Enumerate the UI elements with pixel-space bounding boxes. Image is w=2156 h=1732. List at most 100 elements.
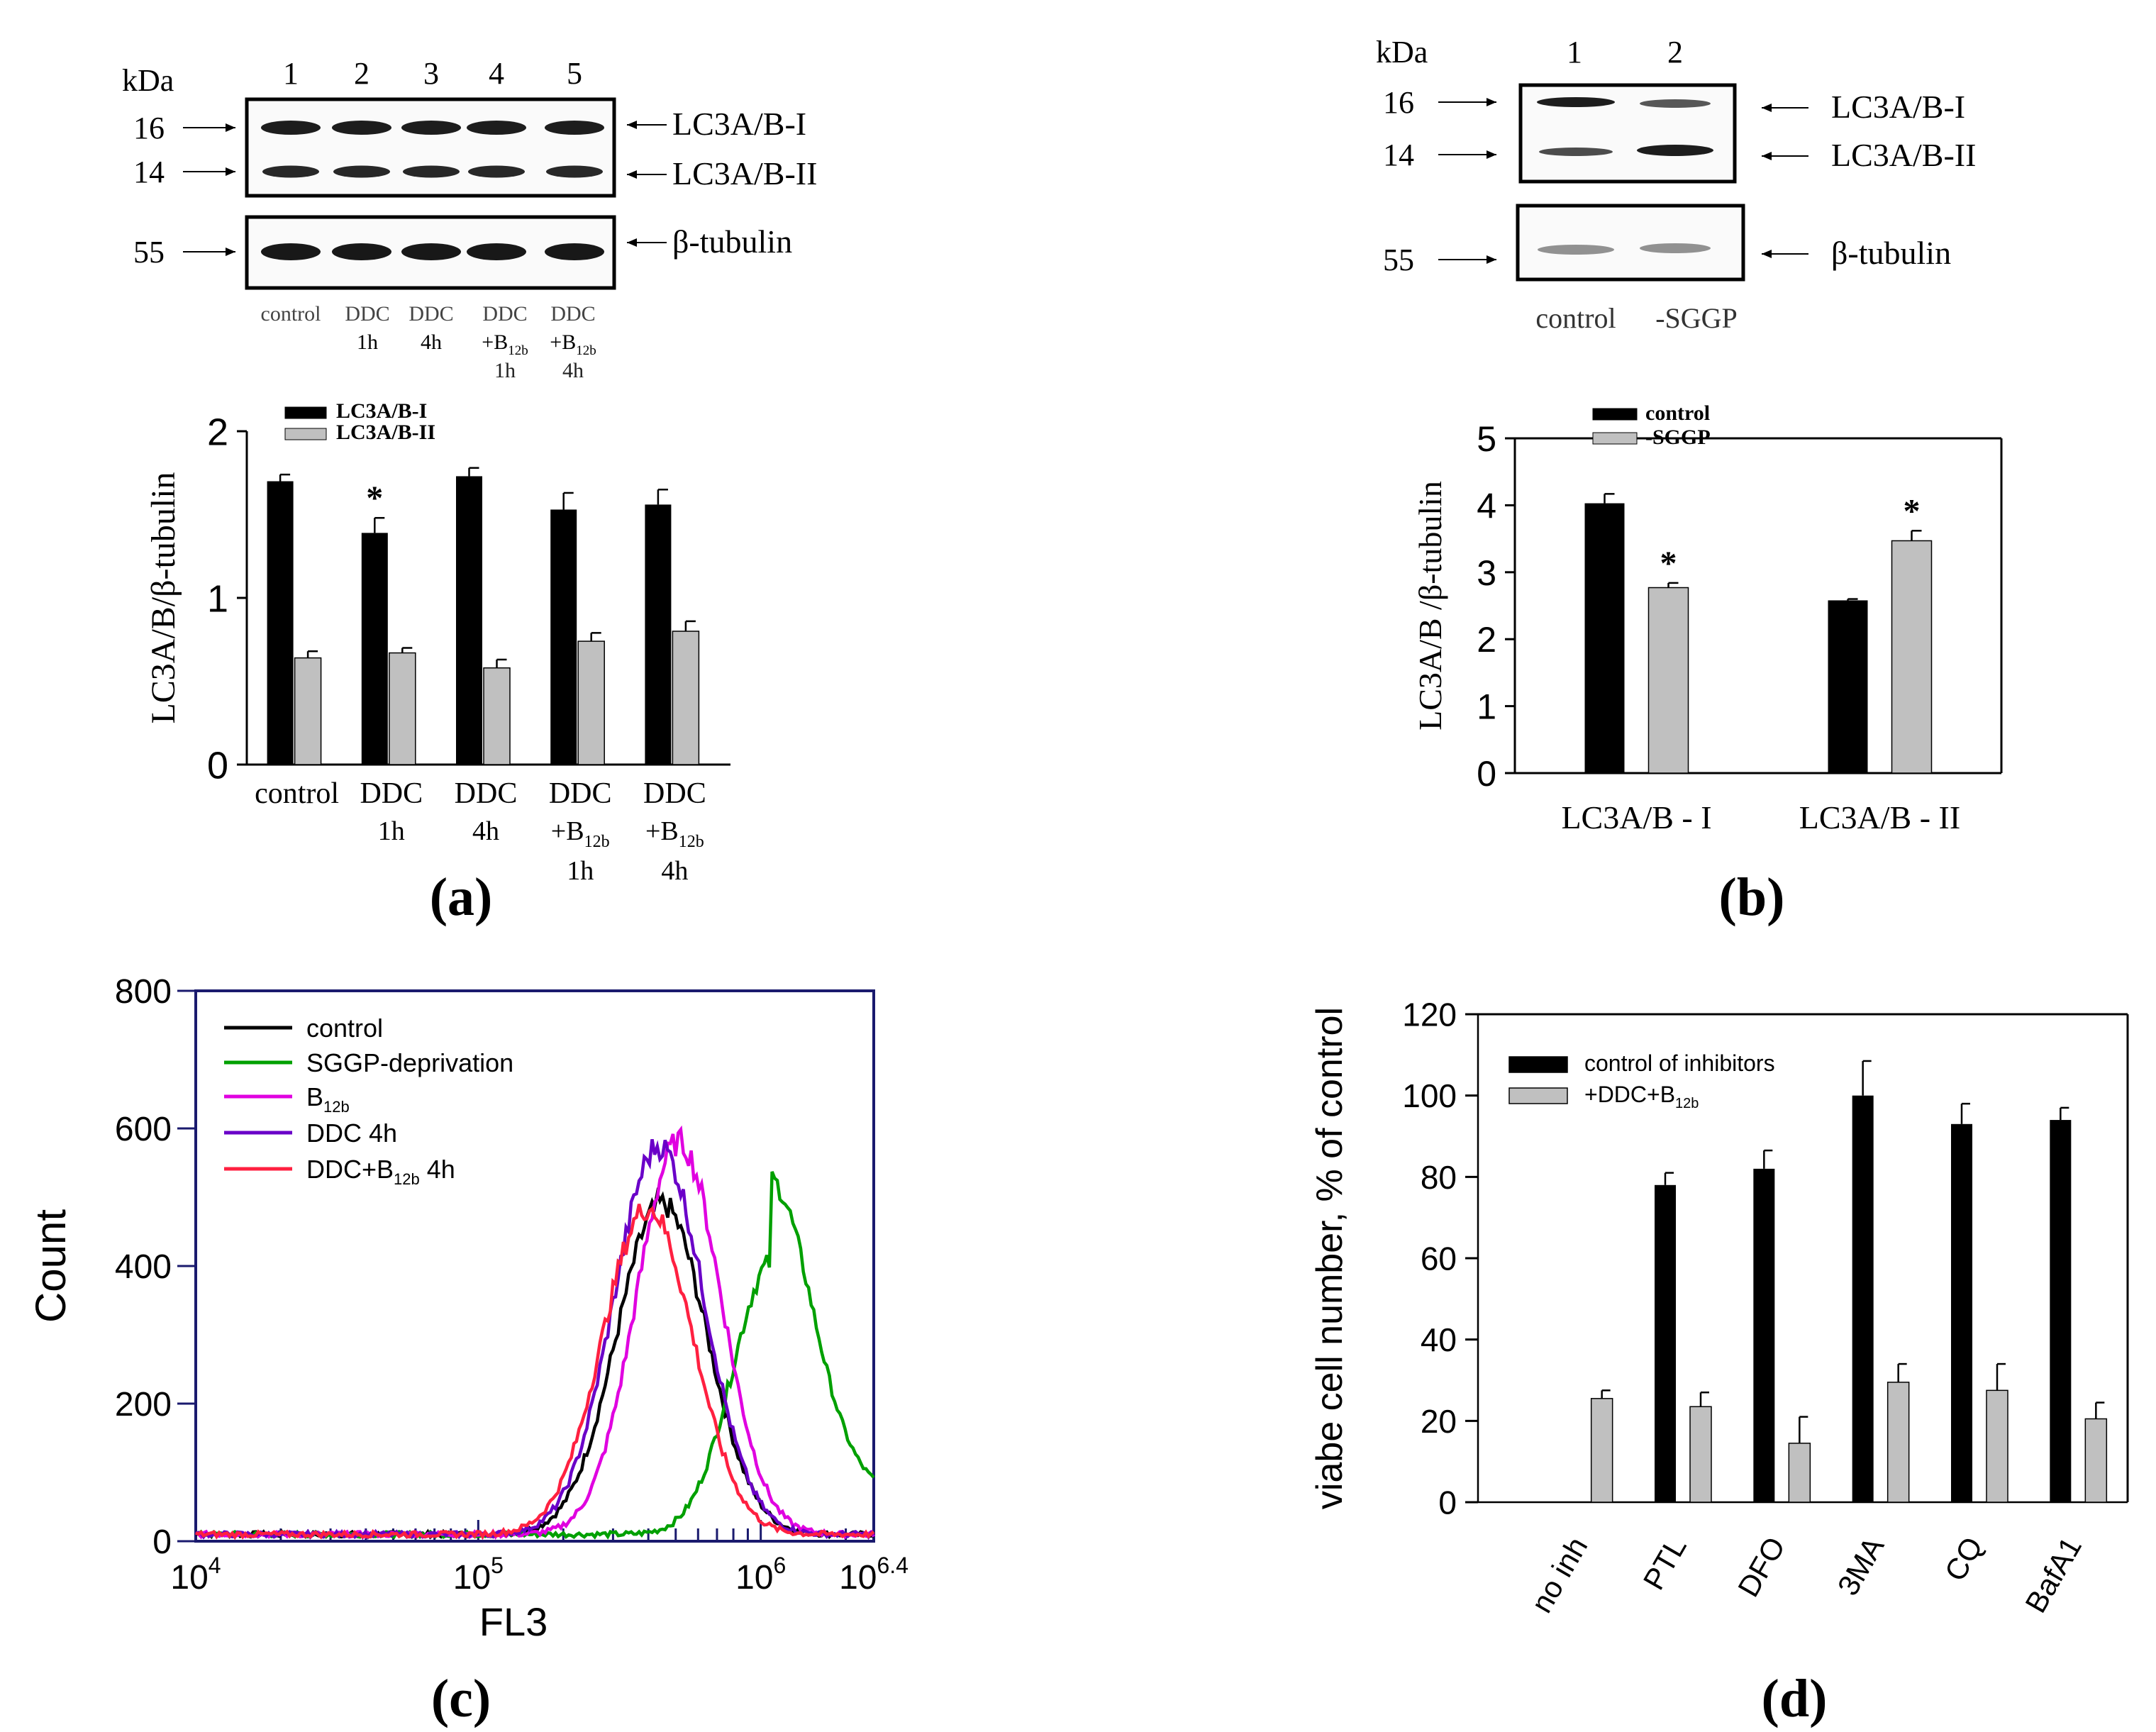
legend-label: LC3A/B-II bbox=[336, 421, 435, 444]
significance-star: * bbox=[366, 479, 383, 517]
x-category-line1: control bbox=[255, 777, 339, 810]
blot-a-condition-line3: 4h bbox=[562, 359, 584, 382]
y-tick-label: 4 bbox=[1477, 486, 1496, 526]
bar-series1 bbox=[1852, 1095, 1874, 1502]
legend-label: -SGGP bbox=[1645, 426, 1711, 449]
x-category-line1: DDC bbox=[549, 777, 612, 810]
blot-b-band-label: β-tubulin bbox=[1831, 235, 1951, 271]
bar-series2 bbox=[672, 631, 700, 765]
blot-a-condition-line1: DDC bbox=[409, 302, 453, 326]
blot-a-band-label: LC3A/B-II bbox=[672, 155, 817, 191]
blot-b-band-lc3-i bbox=[1537, 97, 1615, 107]
histogram-black bbox=[195, 1187, 874, 1540]
x-category-line1: DDC bbox=[643, 777, 706, 810]
blot-b-marker-label: 14 bbox=[1383, 138, 1414, 172]
panel-d-bar-chart: 0 20 40 60 80 100 120 viabe cell number, % of c… bbox=[1309, 997, 2129, 1619]
blot-a-condition-line1: DDC bbox=[345, 302, 389, 326]
y-tick-label: 40 bbox=[1421, 1321, 1457, 1358]
blot-a-band-lc3-i bbox=[545, 121, 604, 135]
x-category-line2: +B12b bbox=[551, 816, 610, 851]
blot-b-band-lc3-ii-lane2-upper bbox=[1640, 99, 1711, 108]
panel-c-flow-histogram: 0 200 400 600 800 Count 104 105 106 106.4 FL3 contr… bbox=[27, 973, 908, 1644]
blot-b-band-lc3-ii bbox=[1637, 145, 1713, 156]
panel-b-bar-chart: 0 1 2 3 4 5 LC3A/B /β-tubulin * * LC3A/B - I LC3A/… bbox=[1412, 401, 2003, 836]
x-category-label: 3MA bbox=[1831, 1531, 1891, 1601]
blot-b-kda-label: kDa bbox=[1376, 35, 1428, 70]
x-category-label: LC3A/B - II bbox=[1799, 799, 1960, 836]
blot-a-marker-label: 16 bbox=[133, 111, 165, 145]
y-tick-label: 0 bbox=[1438, 1484, 1457, 1521]
blot-a-lane-number: 5 bbox=[567, 56, 582, 91]
bar-series1 bbox=[1951, 1123, 1972, 1502]
bar-series1 bbox=[456, 476, 482, 765]
panel-label-c: (c) bbox=[431, 1669, 491, 1728]
blot-b-marker-arrow-head bbox=[1487, 98, 1496, 106]
blot-a-lane-number: 4 bbox=[489, 56, 504, 91]
x-category-line1: DDC bbox=[455, 777, 518, 810]
blot-a-band-lc3-ii bbox=[546, 165, 603, 178]
blot-a-marker-arrow-head bbox=[226, 167, 235, 176]
y-axis-label: viabe cell number, % of control bbox=[1309, 1007, 1350, 1509]
x-category-line3: 1h bbox=[567, 856, 594, 886]
legend-label-black: control bbox=[306, 1014, 383, 1043]
x-category-line1: DDC bbox=[360, 777, 423, 810]
x-category-line2: 4h bbox=[472, 816, 499, 846]
legend-label: +DDC+B12b bbox=[1584, 1082, 1699, 1111]
y-tick-label: 60 bbox=[1421, 1240, 1457, 1277]
blot-a-band-tubulin bbox=[332, 243, 391, 260]
blot-a-band-tubulin bbox=[545, 243, 604, 260]
blot-b-marker-label: 55 bbox=[1383, 243, 1414, 277]
blot-a-band-lc3-ii bbox=[333, 165, 390, 178]
blot-a-marker-arrow-head bbox=[226, 248, 235, 256]
legend-label: control of inhibitors bbox=[1584, 1050, 1775, 1076]
blot-a-band-tubulin bbox=[401, 243, 461, 260]
bar-series1 bbox=[361, 533, 388, 765]
x-tick-label: 104 bbox=[170, 1553, 221, 1597]
legend-swatch bbox=[284, 406, 327, 419]
significance-star: * bbox=[1660, 545, 1677, 582]
blot-a-band-arrow-head bbox=[627, 238, 637, 247]
panel-label-b: (b) bbox=[1719, 867, 1785, 927]
legend-label-green: SGGP-deprivation bbox=[306, 1048, 513, 1077]
blot-b-condition: control bbox=[1535, 302, 1616, 334]
bar-series2 bbox=[389, 652, 416, 765]
blot-b-band-arrow-head bbox=[1762, 104, 1772, 112]
bar-series2 bbox=[577, 640, 605, 765]
histogram-red bbox=[194, 1204, 875, 1541]
bar-series2 bbox=[1590, 1398, 1613, 1503]
blot-b-lane-number: 2 bbox=[1667, 35, 1683, 70]
bar-series1 bbox=[1828, 600, 1868, 773]
blot-a-condition-line2: +B12b bbox=[482, 331, 528, 358]
legend-swatch bbox=[1508, 1056, 1568, 1073]
histogram-green bbox=[195, 1171, 875, 1540]
blot-b-band-tubulin bbox=[1538, 245, 1614, 255]
y-tick-label: 3 bbox=[1477, 553, 1496, 593]
x-tick-label: 106.4 bbox=[839, 1553, 908, 1597]
x-category-label: BafA1 bbox=[2018, 1531, 2088, 1619]
blot-a-band-arrow-head bbox=[627, 170, 637, 179]
panel-a-bar-chart: 0 1 2 LC3A/B/β-tubulin * control DDC 1h DDC 4h DDC… bbox=[145, 399, 730, 886]
legend-swatch bbox=[1592, 432, 1638, 445]
blot-a-band-lc3-ii bbox=[262, 165, 319, 178]
bar-series1 bbox=[1584, 503, 1625, 773]
blot-b-tubulin-membrane bbox=[1516, 204, 1745, 282]
legend-label: LC3A/B-I bbox=[336, 399, 427, 423]
y-axis-label: LC3A/B /β-tubulin bbox=[1412, 481, 1448, 731]
y-tick-label: 0 bbox=[207, 744, 228, 787]
bar-series1 bbox=[2050, 1120, 2072, 1502]
x-category-label: LC3A/B - I bbox=[1561, 799, 1711, 836]
blot-b-band-arrow-head bbox=[1762, 250, 1772, 258]
blot-a-condition-line1: DDC bbox=[482, 302, 527, 326]
y-tick-label: 0 bbox=[1477, 754, 1496, 794]
blot-a-condition-line1: DDC bbox=[550, 302, 595, 326]
bar-series1 bbox=[1655, 1184, 1676, 1502]
bar-series2 bbox=[1891, 540, 1933, 774]
blot-b-lane-number: 1 bbox=[1567, 35, 1582, 70]
blot-a-condition-line2: 4h bbox=[421, 331, 442, 354]
x-category-line2: +B12b bbox=[645, 816, 704, 851]
blot-a-condition-line1: control bbox=[261, 302, 321, 326]
bar-series2 bbox=[294, 657, 322, 765]
y-tick-label: 200 bbox=[115, 1386, 172, 1423]
bar-series2 bbox=[1788, 1443, 1811, 1503]
